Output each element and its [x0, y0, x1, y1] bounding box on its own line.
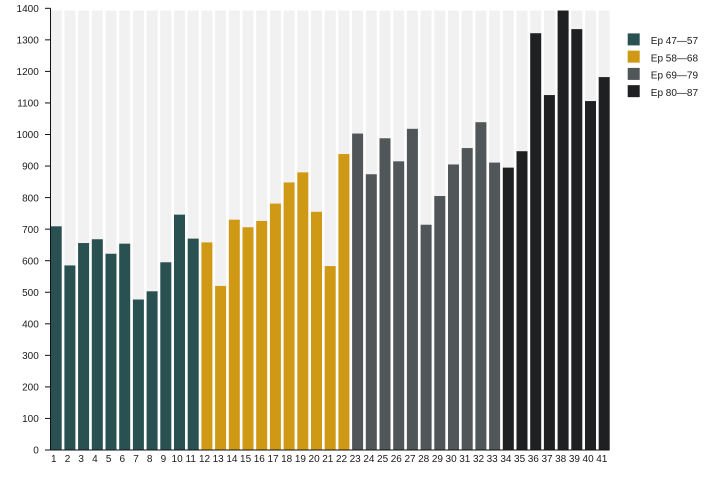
svg-text:22: 22: [336, 454, 348, 465]
svg-text:100: 100: [22, 414, 39, 425]
svg-text:30: 30: [446, 454, 458, 465]
svg-text:33: 33: [487, 454, 499, 465]
svg-text:26: 26: [391, 454, 403, 465]
svg-text:12: 12: [199, 454, 211, 465]
svg-text:1200: 1200: [17, 67, 40, 78]
svg-text:1: 1: [51, 454, 57, 465]
svg-text:17: 17: [267, 454, 279, 465]
svg-text:11: 11: [186, 454, 197, 465]
svg-text:40: 40: [583, 454, 595, 465]
svg-text:8: 8: [147, 454, 153, 465]
svg-text:14: 14: [226, 454, 238, 465]
svg-text:6: 6: [120, 454, 126, 465]
svg-text:1300: 1300: [17, 36, 40, 47]
svg-text:16: 16: [254, 454, 266, 465]
svg-text:37: 37: [541, 454, 553, 465]
svg-text:0: 0: [33, 446, 39, 457]
svg-text:31: 31: [459, 454, 471, 465]
svg-text:21: 21: [322, 454, 334, 465]
svg-text:3: 3: [78, 454, 84, 465]
svg-text:200: 200: [22, 383, 39, 394]
svg-text:900: 900: [22, 162, 39, 173]
svg-text:4: 4: [92, 454, 98, 465]
svg-text:18: 18: [281, 454, 293, 465]
svg-text:25: 25: [377, 454, 389, 465]
svg-text:Ep 69—79: Ep 69—79: [651, 71, 699, 82]
svg-text:19: 19: [295, 454, 307, 465]
svg-text:36: 36: [528, 454, 540, 465]
svg-text:400: 400: [22, 319, 39, 330]
svg-text:15: 15: [240, 454, 252, 465]
svg-text:600: 600: [22, 256, 39, 267]
svg-text:Ep 58—68: Ep 58—68: [651, 53, 699, 64]
svg-text:23: 23: [350, 454, 362, 465]
svg-text:32: 32: [473, 454, 485, 465]
svg-text:39: 39: [569, 454, 581, 465]
svg-text:9: 9: [161, 454, 167, 465]
svg-text:38: 38: [555, 454, 567, 465]
svg-text:27: 27: [404, 454, 416, 465]
svg-text:1400: 1400: [17, 4, 40, 15]
svg-text:10: 10: [172, 454, 184, 465]
svg-text:1100: 1100: [17, 99, 39, 110]
svg-text:35: 35: [514, 454, 526, 465]
svg-text:1000: 1000: [17, 130, 40, 141]
svg-text:41: 41: [596, 454, 608, 465]
svg-text:13: 13: [213, 454, 225, 465]
svg-text:7: 7: [133, 454, 139, 465]
svg-text:700: 700: [22, 225, 39, 236]
svg-text:Ep 80—87: Ep 80—87: [651, 88, 699, 99]
svg-text:800: 800: [22, 193, 39, 204]
svg-text:2: 2: [65, 454, 71, 465]
svg-text:34: 34: [500, 454, 512, 465]
svg-text:Ep 47—57: Ep 47—57: [651, 36, 699, 47]
svg-text:20: 20: [309, 454, 321, 465]
svg-text:28: 28: [418, 454, 430, 465]
svg-text:29: 29: [432, 454, 444, 465]
svg-text:24: 24: [363, 454, 375, 465]
svg-text:5: 5: [106, 454, 112, 465]
svg-text:500: 500: [22, 288, 39, 299]
svg-text:300: 300: [22, 351, 39, 362]
